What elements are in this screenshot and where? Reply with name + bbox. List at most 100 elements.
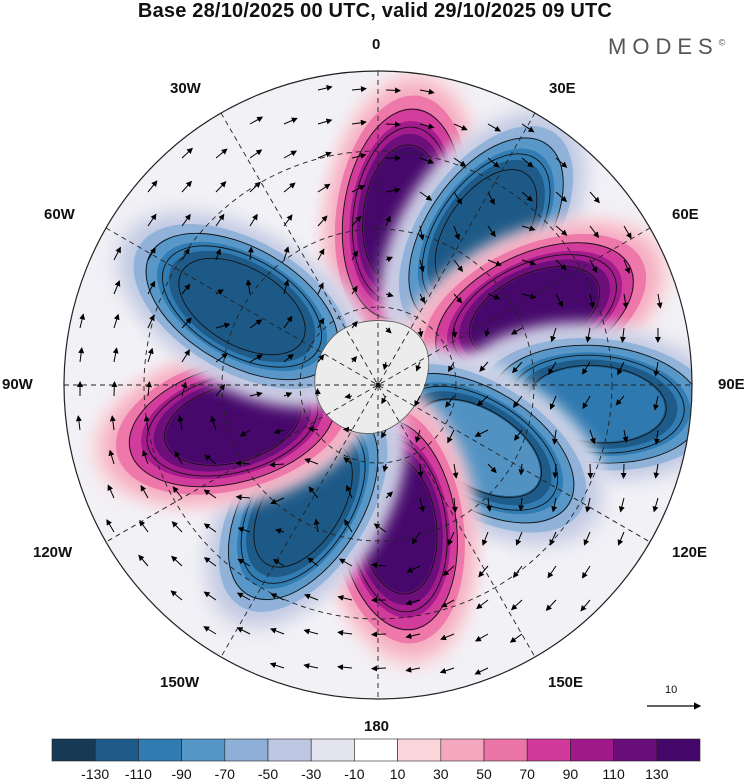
wind-arrow	[145, 381, 152, 397]
wind-arrow	[555, 191, 568, 203]
wind-arrow	[371, 562, 387, 569]
wind-arrow	[555, 293, 563, 308]
wind-arrow	[440, 633, 455, 641]
colorbar-tick-label: -50	[257, 766, 279, 782]
wind-arrow	[589, 429, 596, 445]
copyright-mark: ©	[718, 37, 726, 48]
lon-label-60w: 60W	[44, 206, 75, 223]
south-pole-marker	[375, 382, 381, 388]
wind-arrow	[307, 426, 319, 433]
wind-arrow	[215, 181, 227, 193]
wind-arrow	[275, 528, 285, 535]
wind-arrow	[215, 322, 231, 329]
wind-arrow	[479, 361, 489, 372]
wind-arrow	[653, 429, 660, 445]
wind-arrow	[283, 392, 293, 398]
wind-arrow	[174, 450, 183, 465]
wind-arrow	[344, 393, 353, 400]
wind-arrow	[249, 319, 263, 329]
wind-arrow	[555, 157, 568, 168]
wind-arrow	[385, 187, 401, 194]
wind-arrow	[351, 86, 367, 93]
wind-arrow	[615, 395, 625, 406]
wind-arrow	[415, 361, 422, 372]
vector-scale-label: 10	[665, 684, 678, 696]
wind-arrow	[147, 347, 154, 363]
wind-arrow	[283, 353, 294, 363]
wind-arrow	[589, 191, 600, 204]
wind-arrow	[623, 225, 632, 239]
wind-arrow	[215, 289, 224, 296]
wind-arrow	[109, 415, 116, 431]
wind-arrow	[589, 293, 595, 309]
colorbar-swatch	[656, 738, 701, 762]
colorbar-tick-label: 110	[602, 766, 625, 782]
wind-arrow	[237, 558, 251, 567]
wind-arrow	[270, 593, 285, 601]
wind-arrow	[521, 123, 535, 133]
wind-arrow	[589, 225, 600, 238]
colorbar-swatch	[526, 738, 571, 762]
wind-arrow	[249, 354, 263, 363]
wind-arrow	[453, 259, 464, 272]
wind-arrow	[511, 599, 523, 611]
colorbar-tick-label: -110	[124, 766, 152, 782]
wind-arrow	[203, 591, 217, 601]
wind-arrow	[337, 629, 353, 636]
wind-arrow	[515, 531, 523, 546]
wind-arrow	[487, 157, 500, 168]
wind-arrow	[317, 248, 325, 261]
wind-arrow	[521, 191, 533, 202]
colorbar-tick-label: 10	[389, 766, 406, 782]
wind-arrow	[170, 590, 183, 601]
wind-arrow	[382, 463, 389, 473]
wind-arrow	[486, 497, 493, 512]
wind-arrow	[474, 429, 489, 437]
wind-arrow	[249, 149, 263, 159]
wind-arrow	[617, 531, 625, 546]
wind-arrow	[478, 565, 489, 578]
wind-arrow	[113, 280, 121, 295]
wind-arrow	[78, 347, 85, 363]
wind-arrow	[351, 185, 366, 193]
wind-arrow	[551, 429, 558, 445]
colorbar-swatch	[483, 738, 528, 762]
wind-arrow	[440, 599, 455, 608]
wind-arrow	[283, 182, 296, 193]
map-title: Base 28/10/2025 00 UTC, valid 29/10/2025…	[137, 0, 613, 22]
wind-arrow	[181, 147, 193, 159]
lon-label-150w: 150W	[160, 674, 200, 691]
wind-arrow	[345, 484, 353, 499]
wind-arrow	[171, 521, 183, 533]
wind-arrow	[236, 627, 251, 635]
wind-arrow	[249, 391, 263, 398]
colorbar-tick-label: -130	[81, 766, 110, 782]
wind-arrow	[451, 497, 458, 513]
wind-arrow	[445, 395, 455, 408]
wind-arrow	[583, 531, 591, 546]
wind-arrow	[487, 123, 501, 132]
wind-arrow	[147, 247, 156, 261]
wind-arrow	[589, 259, 598, 274]
wind-arrow	[113, 246, 121, 261]
lon-label-120e: 120E	[672, 544, 708, 561]
wind-arrow	[142, 449, 149, 465]
wind-arrow	[484, 327, 491, 338]
wind-arrow	[548, 361, 557, 375]
wind-arrow	[474, 667, 489, 675]
wind-arrow	[447, 531, 455, 546]
wind-arrow	[317, 282, 324, 295]
wind-arrow	[215, 384, 226, 397]
wind-arrow	[619, 327, 626, 343]
wind-arrow	[385, 121, 401, 128]
wind-arrow	[545, 599, 557, 611]
colorbar-tick-label: -90	[171, 766, 192, 782]
wind-arrow	[317, 118, 333, 125]
colorbar-swatch	[397, 738, 442, 762]
wind-arrow	[555, 259, 567, 271]
wind-arrow	[112, 347, 119, 363]
wind-arrow	[385, 491, 394, 499]
lon-label-90e: 90E	[718, 376, 745, 393]
wind-arrow	[405, 599, 421, 606]
colorbar-swatch	[613, 738, 658, 762]
